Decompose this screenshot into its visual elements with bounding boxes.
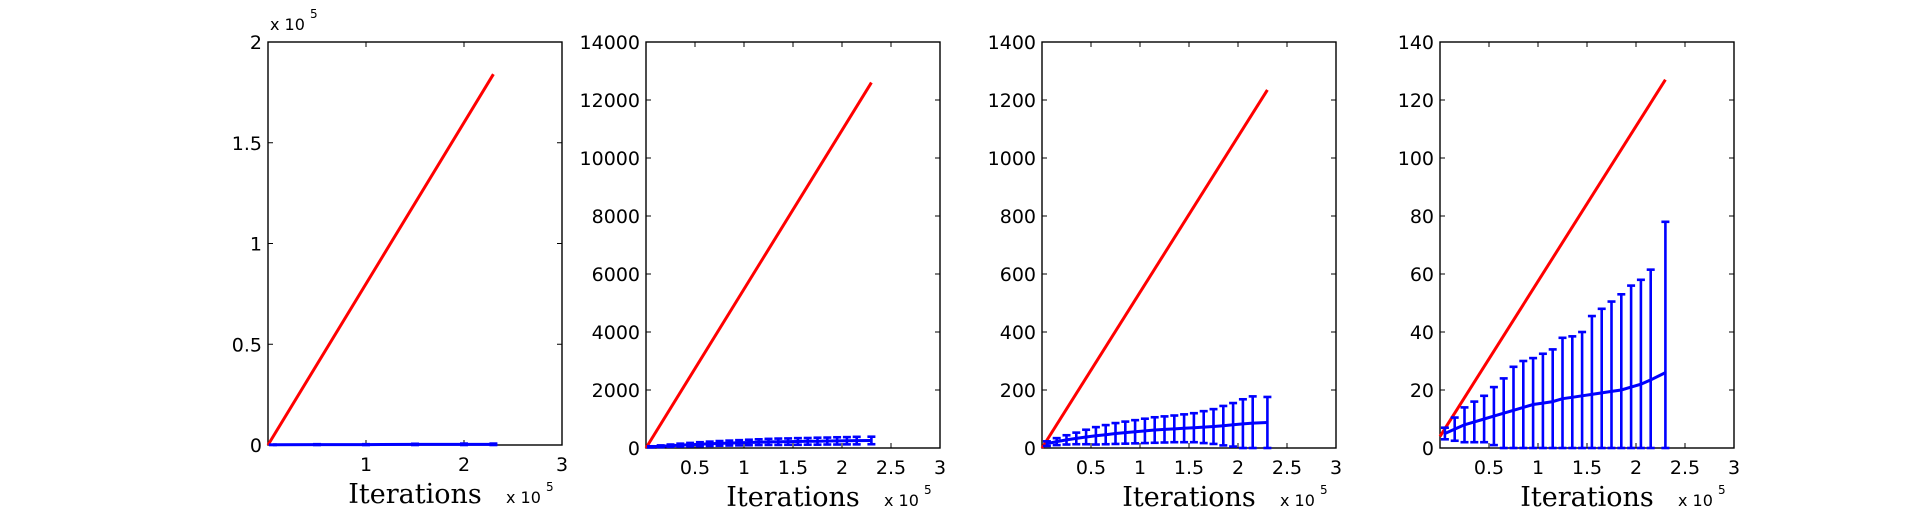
- chart-4: 0 20 40 60 80 100 120 140 0.5 1 1.5 2 2.5 3 Iterations…: [1398, 32, 1740, 513]
- y-tick-label: 100: [1398, 148, 1434, 170]
- y-tick-label: 400: [1000, 322, 1036, 344]
- blue-series-line: [1046, 421, 1268, 446]
- y-axis-multiplier-exponent: 5: [310, 7, 318, 21]
- x-tick-label: 2.5: [1272, 457, 1302, 479]
- y-tick-label: 2: [250, 32, 262, 54]
- plot-frame: [267, 41, 563, 446]
- y-tick-label: 80: [1410, 206, 1434, 228]
- x-tick-label: 3: [556, 454, 568, 476]
- y-tick-label: 1: [250, 234, 262, 256]
- y-tick-label: 2000: [592, 380, 640, 402]
- x-axis-multiplier-exponent: 5: [546, 480, 554, 494]
- x-axis-label: Iterations: [348, 479, 481, 510]
- chart-2: 0 2000 4000 6000 8000 10000 12000 14000 0.5 1 1.5 2…: [580, 32, 947, 513]
- y-tick-label: 6000: [592, 264, 640, 286]
- y-tick-label: 1000: [988, 148, 1036, 170]
- x-tick-label: 2: [1232, 457, 1244, 479]
- y-tick-label: 1200: [988, 90, 1036, 112]
- x-tick-label: 2.5: [876, 457, 906, 479]
- x-tick-label: 1: [1532, 457, 1544, 479]
- y-tick-label: 60: [1410, 264, 1434, 286]
- blue-series-line: [650, 439, 872, 449]
- y-tick-label: 12000: [580, 90, 640, 112]
- chart-1: 0 0.5 1 1.5 2 1 2 3 Iterations x 10 5 x 10 5: [232, 7, 568, 510]
- x-tick-label: 1.5: [1174, 457, 1204, 479]
- x-axis-multiplier: x 10: [1280, 491, 1315, 510]
- red-series-line: [1438, 78, 1667, 438]
- x-tick-label: 2: [836, 457, 848, 479]
- x-axis-multiplier-exponent: 5: [924, 483, 932, 497]
- x-axis-multiplier-exponent: 5: [1718, 483, 1726, 497]
- x-tick-label: 3: [934, 457, 946, 479]
- plot-frame: [1439, 41, 1735, 449]
- red-series-line: [1040, 89, 1269, 449]
- x-axis-label: Iterations: [1520, 482, 1653, 513]
- x-tick-label: 2: [458, 454, 470, 476]
- plot-frame: [645, 41, 941, 449]
- x-axis-multiplier-exponent: 5: [1320, 483, 1328, 497]
- red-series-line: [266, 73, 495, 446]
- y-tick-label: 600: [1000, 264, 1036, 286]
- y-tick-label: 1.5: [232, 133, 262, 155]
- chart-3: 0 200 400 600 800 1000 1200 1400 0.5 1 1.5 2 2.5 3 Ite…: [988, 32, 1342, 513]
- x-axis-multiplier: x 10: [884, 491, 919, 510]
- x-tick-label: 2.5: [1670, 457, 1700, 479]
- y-tick-label: 0: [1024, 438, 1036, 460]
- y-tick-label: 0: [1422, 438, 1434, 460]
- y-tick-label: 200: [1000, 380, 1036, 402]
- y-tick-label: 1400: [988, 32, 1036, 54]
- y-tick-label: 40: [1410, 322, 1434, 344]
- plot-frame: [1041, 41, 1337, 449]
- x-tick-label: 0.5: [1076, 457, 1106, 479]
- y-tick-label: 800: [1000, 206, 1036, 228]
- y-tick-label: 4000: [592, 322, 640, 344]
- x-tick-label: 1: [360, 454, 372, 476]
- y-tick-label: 10000: [580, 148, 640, 170]
- x-tick-label: 0.5: [1474, 457, 1504, 479]
- y-axis-multiplier: x 10: [270, 15, 305, 34]
- x-axis-label: Iterations: [726, 482, 859, 513]
- x-axis-label: Iterations: [1122, 482, 1255, 513]
- blue-series-line: [1444, 371, 1667, 435]
- x-tick-label: 1: [1134, 457, 1146, 479]
- y-tick-label: 8000: [592, 206, 640, 228]
- y-tick-label: 0.5: [232, 334, 262, 356]
- y-tick-label: 120: [1398, 90, 1434, 112]
- x-tick-label: 0.5: [680, 457, 710, 479]
- x-tick-label: 2: [1630, 457, 1642, 479]
- red-series-line: [644, 81, 873, 449]
- y-tick-label: 140: [1398, 32, 1434, 54]
- x-tick-label: 1.5: [778, 457, 808, 479]
- y-tick-label: 14000: [580, 32, 640, 54]
- x-axis-multiplier: x 10: [1678, 491, 1713, 510]
- x-tick-label: 1: [738, 457, 750, 479]
- y-tick-label: 0: [628, 438, 640, 460]
- x-axis-multiplier: x 10: [506, 488, 541, 507]
- y-tick-label: 20: [1410, 380, 1434, 402]
- x-tick-label: 1.5: [1572, 457, 1602, 479]
- y-tick-label: 0: [250, 435, 262, 457]
- x-tick-label: 3: [1728, 457, 1740, 479]
- x-tick-label: 3: [1330, 457, 1342, 479]
